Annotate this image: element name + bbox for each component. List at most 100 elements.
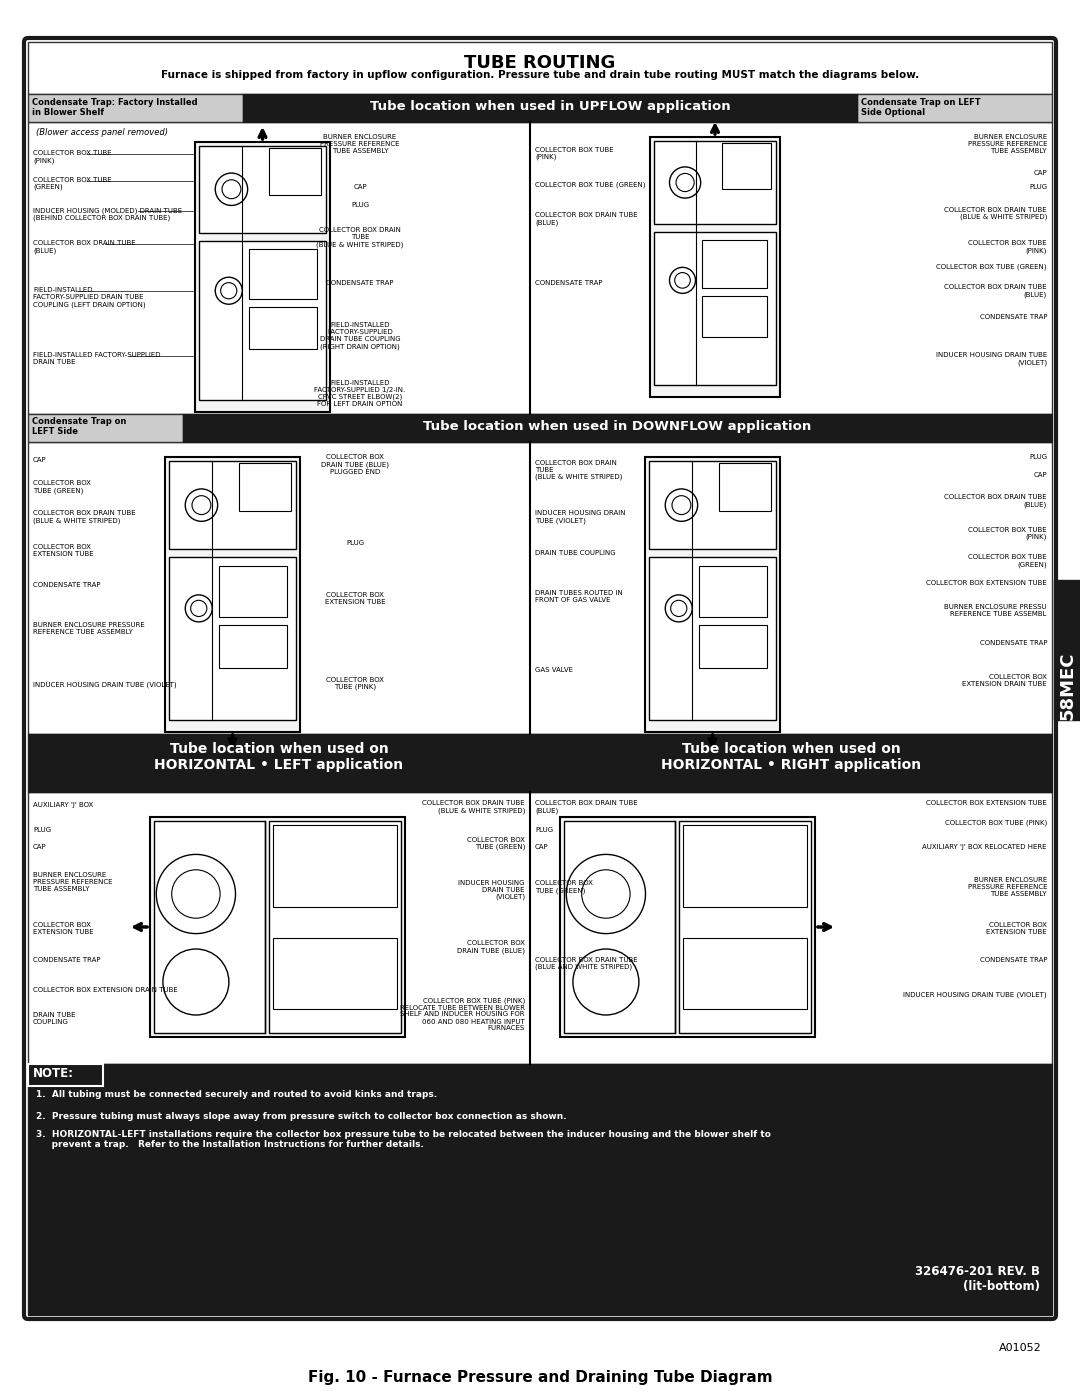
Bar	[240, 462, 291, 511]
Bar	[683, 826, 807, 907]
Text: COLLECTOR BOX DRAIN TUBE
(BLUE): COLLECTOR BOX DRAIN TUBE (BLUE)	[535, 212, 637, 225]
Text: 326476-201 REV. B
(lit-bottom): 326476-201 REV. B (lit-bottom)	[915, 1266, 1040, 1294]
Text: CAP: CAP	[1034, 472, 1047, 478]
Text: COLLECTOR BOX DRAIN TUBE
(BLUE): COLLECTOR BOX DRAIN TUBE (BLUE)	[33, 240, 136, 253]
Text: 58MEC: 58MEC	[1059, 651, 1077, 719]
Text: BURNER ENCLOSURE
PRESSURE REFERENCE
TUBE ASSEMBLY: BURNER ENCLOSURE PRESSURE REFERENCE TUBE…	[968, 877, 1047, 897]
Text: Condensate Trap on
LEFT Side: Condensate Trap on LEFT Side	[32, 416, 126, 436]
Bar	[719, 462, 770, 511]
Text: CAP: CAP	[1034, 170, 1047, 176]
Bar	[273, 826, 397, 907]
Text: BURNER ENCLOSURE PRESSU
REFERENCE TUBE ASSEMBL: BURNER ENCLOSURE PRESSU REFERENCE TUBE A…	[944, 604, 1047, 617]
Text: PLUG: PLUG	[1029, 454, 1047, 460]
Text: COLLECTOR BOX EXTENSION DRAIN TUBE: COLLECTOR BOX EXTENSION DRAIN TUBE	[33, 988, 178, 993]
Circle shape	[172, 870, 220, 918]
Bar	[168, 557, 296, 719]
Text: 3.  HORIZONTAL-LEFT installations require the collector box pressure tube to be : 3. HORIZONTAL-LEFT installations require…	[36, 1130, 771, 1150]
Text: COLLECTOR BOX EXTENSION TUBE: COLLECTOR BOX EXTENSION TUBE	[927, 800, 1047, 806]
Bar	[195, 142, 330, 412]
Bar	[564, 821, 675, 1032]
Bar	[28, 122, 1052, 414]
Text: FIELD-INSTALLED
FACTORY-SUPPLIED
DRAIN TUBE COUPLING
(RIGHT DRAIN OPTION): FIELD-INSTALLED FACTORY-SUPPLIED DRAIN T…	[320, 321, 401, 349]
Text: COLLECTOR BOX
EXTENSION TUBE: COLLECTOR BOX EXTENSION TUBE	[33, 543, 94, 557]
Circle shape	[566, 855, 646, 933]
Circle shape	[157, 855, 235, 933]
Text: (Blower access panel removed): (Blower access panel removed)	[36, 129, 168, 137]
Text: COLLECTOR BOX DRAIN
TUBE
(BLUE & WHITE STRIPED): COLLECTOR BOX DRAIN TUBE (BLUE & WHITE S…	[535, 460, 622, 481]
Circle shape	[675, 272, 690, 288]
Bar	[654, 232, 777, 386]
Text: COLLECTOR BOX
TUBE (GREEN): COLLECTOR BOX TUBE (GREEN)	[468, 837, 525, 851]
Text: COLLECTOR BOX DRAIN TUBE
(BLUE): COLLECTOR BOX DRAIN TUBE (BLUE)	[535, 800, 637, 813]
Text: INDUCER HOUSING DRAIN
TUBE (VIOLET): INDUCER HOUSING DRAIN TUBE (VIOLET)	[535, 510, 625, 524]
Bar	[699, 566, 767, 617]
Bar	[702, 240, 767, 288]
Text: FIELD-INSTALLED
FACTORY-SUPPLIED DRAIN TUBE
COUPLING (LEFT DRAIN OPTION): FIELD-INSTALLED FACTORY-SUPPLIED DRAIN T…	[33, 286, 146, 307]
Bar	[28, 94, 243, 122]
Text: 2.  Pressure tubing must always slope away from pressure switch to collector box: 2. Pressure tubing must always slope awa…	[36, 1112, 567, 1120]
Text: Condensate Trap: Factory Installed
in Blower Shelf: Condensate Trap: Factory Installed in Bl…	[32, 98, 198, 117]
Text: Tube location when used in UPFLOW application: Tube location when used in UPFLOW applic…	[369, 101, 730, 113]
Text: Furnace is shipped from factory in upflow configuration. Pressure tube and drain: Furnace is shipped from factory in upflo…	[161, 70, 919, 80]
Text: FIELD-INSTALLED FACTORY-SUPPLIED
DRAIN TUBE: FIELD-INSTALLED FACTORY-SUPPLIED DRAIN T…	[33, 352, 161, 365]
Bar	[199, 147, 326, 232]
Bar	[561, 817, 815, 1037]
Text: COLLECTOR BOX
EXTENSION TUBE: COLLECTOR BOX EXTENSION TUBE	[33, 922, 94, 935]
Bar	[683, 937, 807, 1010]
Text: COLLECTOR BOX
DRAIN TUBE (BLUE)
PLUGGED END: COLLECTOR BOX DRAIN TUBE (BLUE) PLUGGED …	[321, 454, 389, 475]
Text: COLLECTOR BOX
TUBE (GREEN): COLLECTOR BOX TUBE (GREEN)	[33, 481, 91, 493]
Text: COLLECTOR BOX EXTENSION TUBE: COLLECTOR BOX EXTENSION TUBE	[927, 580, 1047, 585]
Text: CAP: CAP	[33, 457, 46, 462]
Text: Tube location when used on
HORIZONTAL • RIGHT application: Tube location when used on HORIZONTAL • …	[661, 742, 921, 773]
Bar	[269, 148, 321, 196]
Bar	[649, 461, 777, 549]
Text: COLLECTOR BOX TUBE
(PINK): COLLECTOR BOX TUBE (PINK)	[969, 240, 1047, 253]
Circle shape	[670, 267, 696, 293]
Circle shape	[665, 489, 698, 521]
Text: Tube location when used on
HORIZONTAL • LEFT application: Tube location when used on HORIZONTAL • …	[154, 742, 404, 773]
Bar	[219, 626, 286, 668]
Text: PLUG: PLUG	[1029, 184, 1047, 190]
Text: CAP: CAP	[33, 844, 46, 849]
Circle shape	[672, 496, 691, 514]
Text: COLLECTOR BOX TUBE (GREEN): COLLECTOR BOX TUBE (GREEN)	[535, 182, 646, 189]
Text: COLLECTOR BOX TUBE
(PINK): COLLECTOR BOX TUBE (PINK)	[969, 527, 1047, 541]
Circle shape	[192, 496, 211, 514]
Bar	[154, 821, 265, 1032]
Bar	[721, 142, 771, 189]
Circle shape	[222, 180, 241, 198]
Circle shape	[163, 949, 229, 1016]
Bar	[28, 792, 1052, 1065]
Text: COLLECTOR BOX DRAIN
TUBE
(BLUE & WHITE STRIPED): COLLECTOR BOX DRAIN TUBE (BLUE & WHITE S…	[316, 226, 404, 247]
Circle shape	[582, 870, 630, 918]
Circle shape	[676, 173, 694, 191]
Bar	[168, 461, 296, 549]
Text: AUXILIARY 'J' BOX: AUXILIARY 'J' BOX	[33, 802, 93, 807]
Bar	[28, 733, 530, 792]
Text: AUXILIARY 'J' BOX RELOCATED HERE: AUXILIARY 'J' BOX RELOCATED HERE	[922, 844, 1047, 849]
Bar	[654, 141, 777, 224]
Bar	[702, 296, 767, 337]
Bar	[28, 441, 1052, 733]
Circle shape	[220, 282, 237, 299]
Text: DRAIN TUBE
COUPLING: DRAIN TUBE COUPLING	[33, 1011, 76, 1025]
Text: CONDENSATE TRAP: CONDENSATE TRAP	[326, 279, 394, 286]
Text: COLLECTOR BOX DRAIN TUBE
(BLUE): COLLECTOR BOX DRAIN TUBE (BLUE)	[944, 284, 1047, 298]
Text: Condensate Trap on LEFT
Side Optional: Condensate Trap on LEFT Side Optional	[861, 98, 981, 117]
Text: CONDENSATE TRAP: CONDENSATE TRAP	[33, 957, 100, 963]
FancyBboxPatch shape	[24, 38, 1056, 1319]
Circle shape	[215, 173, 247, 205]
Bar	[199, 240, 326, 400]
Text: CAP: CAP	[353, 184, 367, 190]
Circle shape	[215, 277, 242, 305]
Circle shape	[665, 595, 692, 622]
Text: COLLECTOR BOX TUBE
(PINK): COLLECTOR BOX TUBE (PINK)	[33, 149, 111, 163]
Bar	[28, 42, 1052, 94]
Text: CONDENSATE TRAP: CONDENSATE TRAP	[33, 583, 100, 588]
Bar	[28, 1065, 103, 1085]
Bar	[858, 94, 1052, 122]
Text: PLUG: PLUG	[346, 541, 364, 546]
Text: DRAIN TUBES ROUTED IN
FRONT OF GAS VALVE: DRAIN TUBES ROUTED IN FRONT OF GAS VALVE	[535, 590, 623, 604]
Text: COLLECTOR BOX
DRAIN TUBE (BLUE): COLLECTOR BOX DRAIN TUBE (BLUE)	[457, 940, 525, 954]
Text: BURNER ENCLOSURE
PRESSURE REFERENCE
TUBE ASSEMBLY: BURNER ENCLOSURE PRESSURE REFERENCE TUBE…	[33, 872, 112, 893]
